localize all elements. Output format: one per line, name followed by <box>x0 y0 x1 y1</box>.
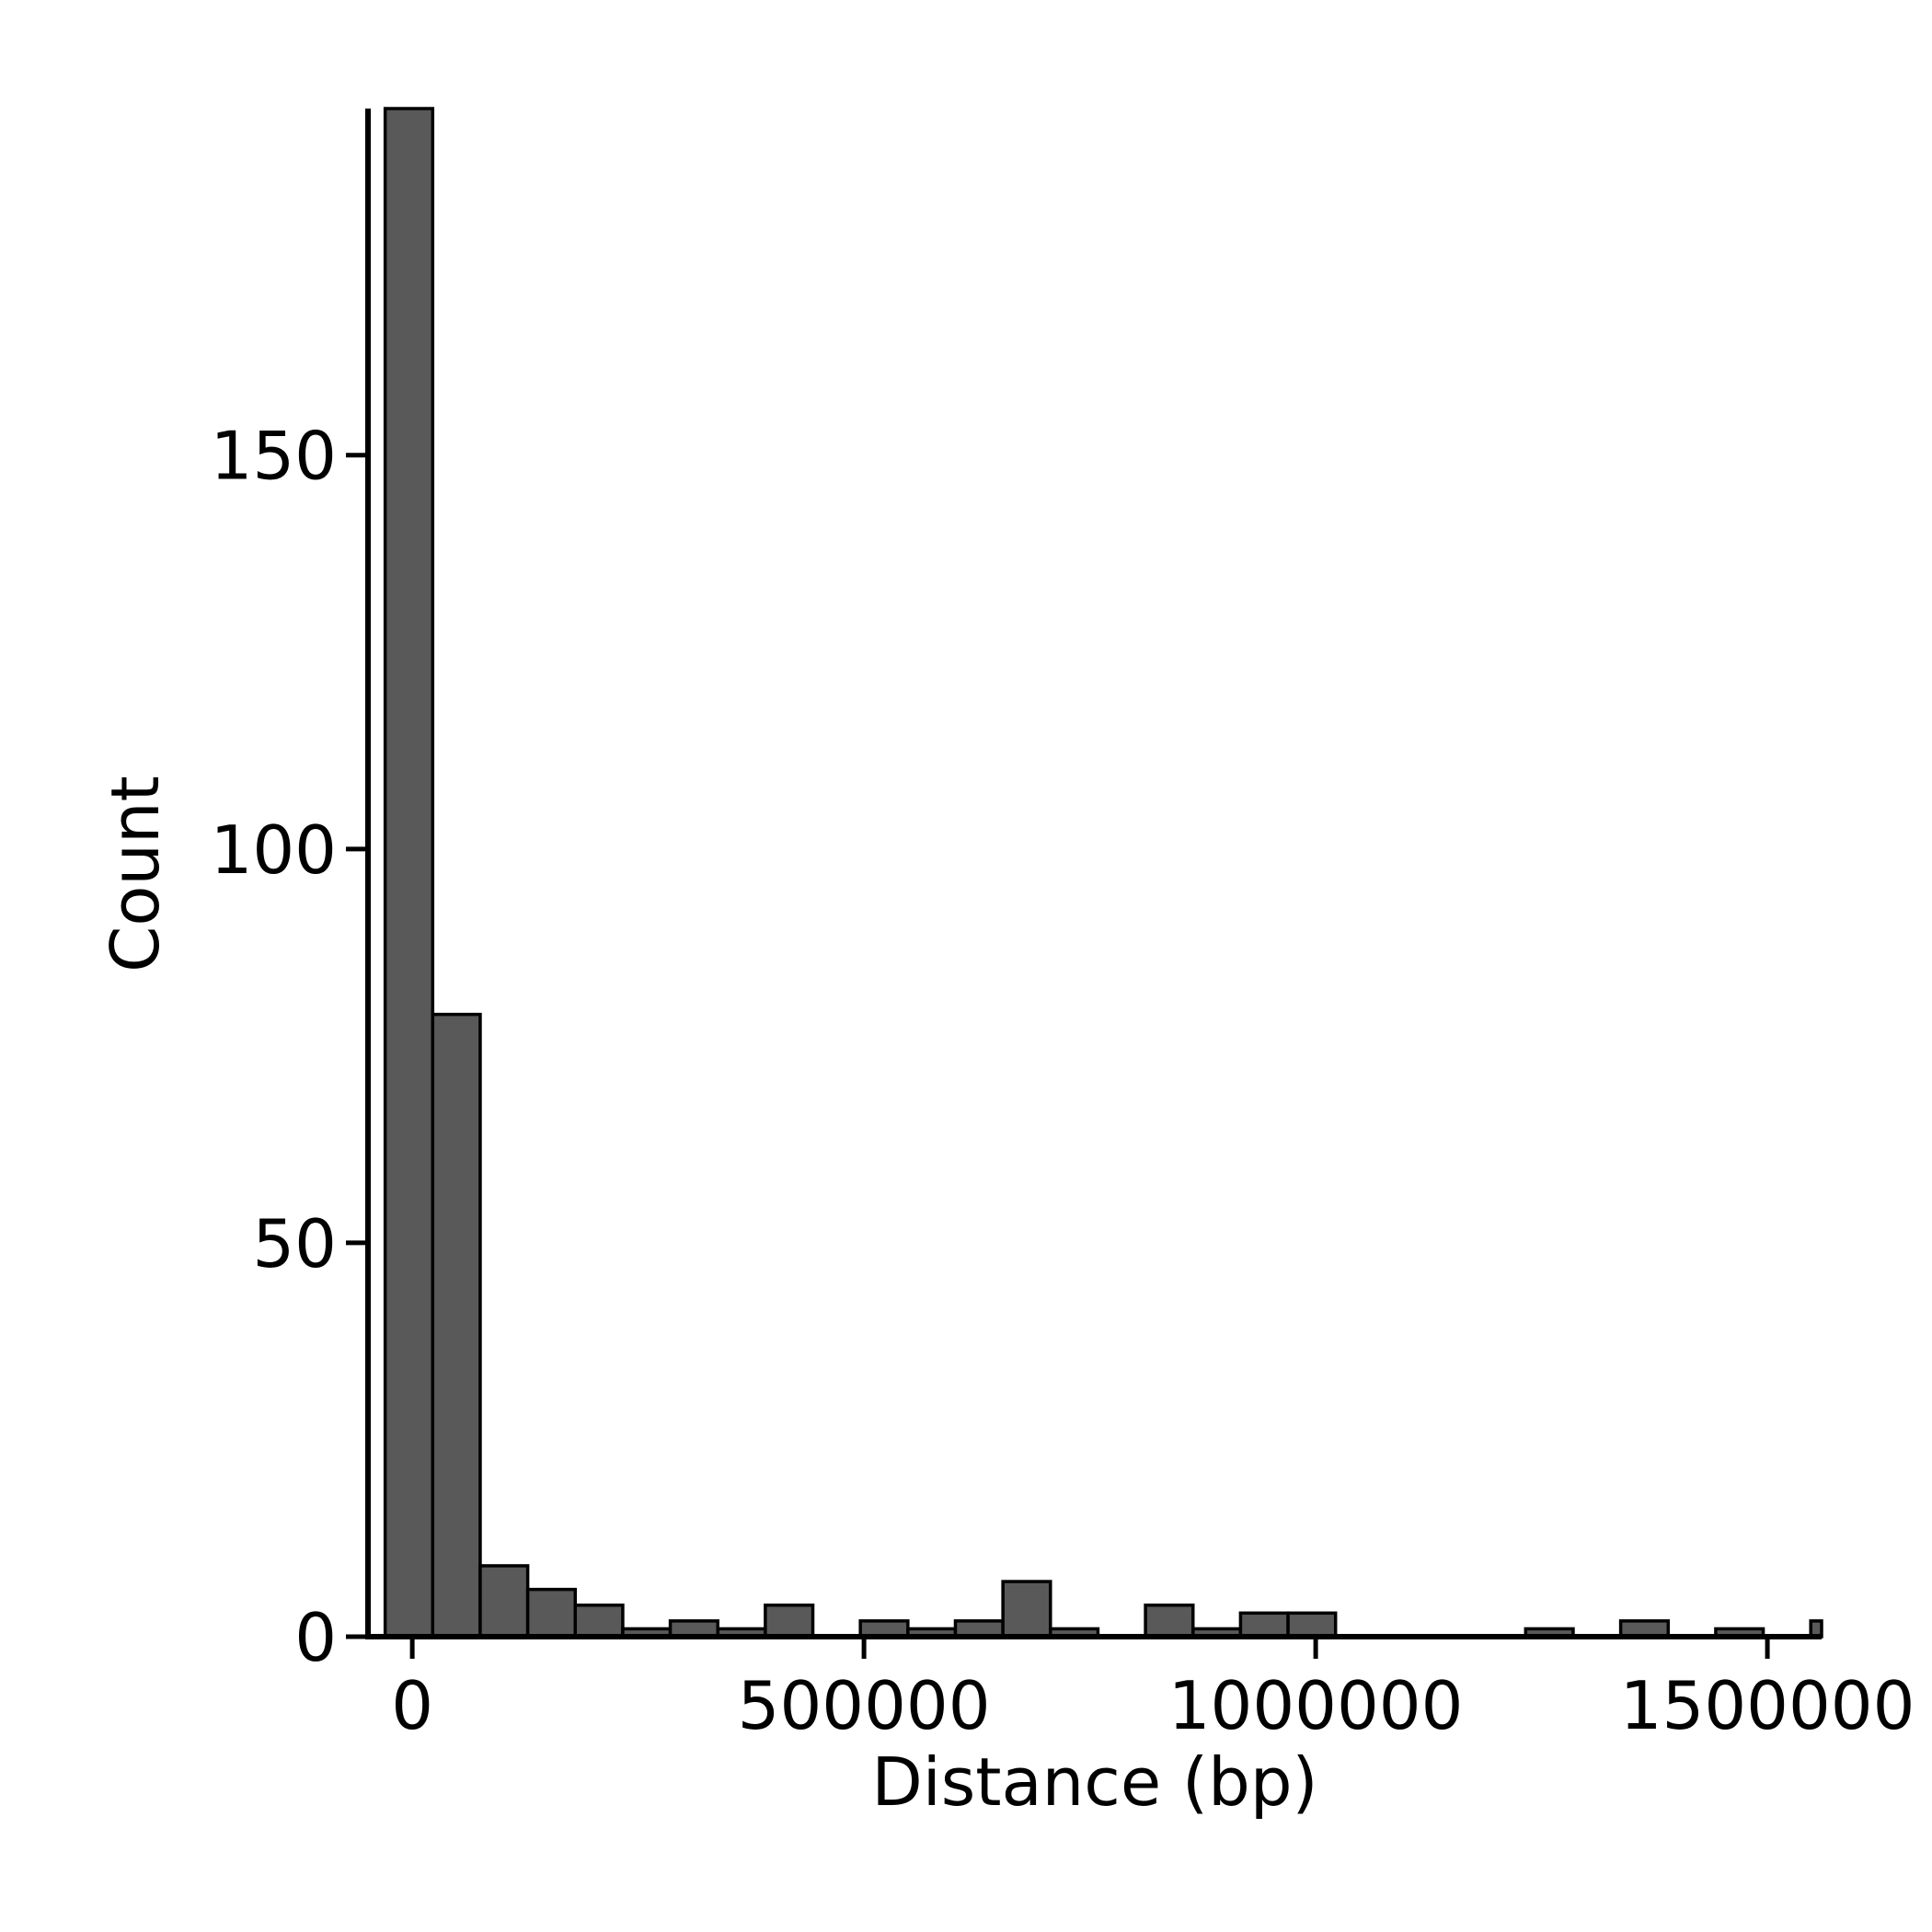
x-tick-label: 500000 <box>738 1667 991 1744</box>
histogram-bar <box>1286 1611 1338 1639</box>
y-tick-label: 150 <box>211 418 337 495</box>
x-axis-title: Distance (bp) <box>871 1743 1317 1821</box>
y-axis-title: Count <box>97 776 174 972</box>
histogram-bar <box>764 1604 815 1639</box>
histogram-bar <box>1001 1580 1052 1639</box>
x-tick-label: 0 <box>391 1667 433 1744</box>
histogram-bar <box>573 1604 625 1639</box>
histogram-bar <box>525 1587 578 1639</box>
histogram-bar <box>478 1564 530 1639</box>
y-tick-label: 0 <box>294 1599 337 1676</box>
axes <box>365 109 1822 1639</box>
histogram-bar <box>1144 1604 1195 1639</box>
x-tick-label: 1000000 <box>1168 1667 1464 1744</box>
histogram-bar <box>383 107 435 1639</box>
y-tick-label: 100 <box>211 811 337 889</box>
y-tick-label: 50 <box>252 1205 337 1282</box>
histogram-bar <box>431 1012 482 1639</box>
histogram-bar <box>1238 1611 1290 1639</box>
histogram-bars <box>383 107 1823 1639</box>
x-tick-label: 1500000 <box>1620 1667 1915 1744</box>
x-axis-ticks: 0 500000 1000000 1500000 <box>391 1637 1915 1744</box>
y-axis-ticks: 0 50 100 150 <box>211 418 368 1676</box>
